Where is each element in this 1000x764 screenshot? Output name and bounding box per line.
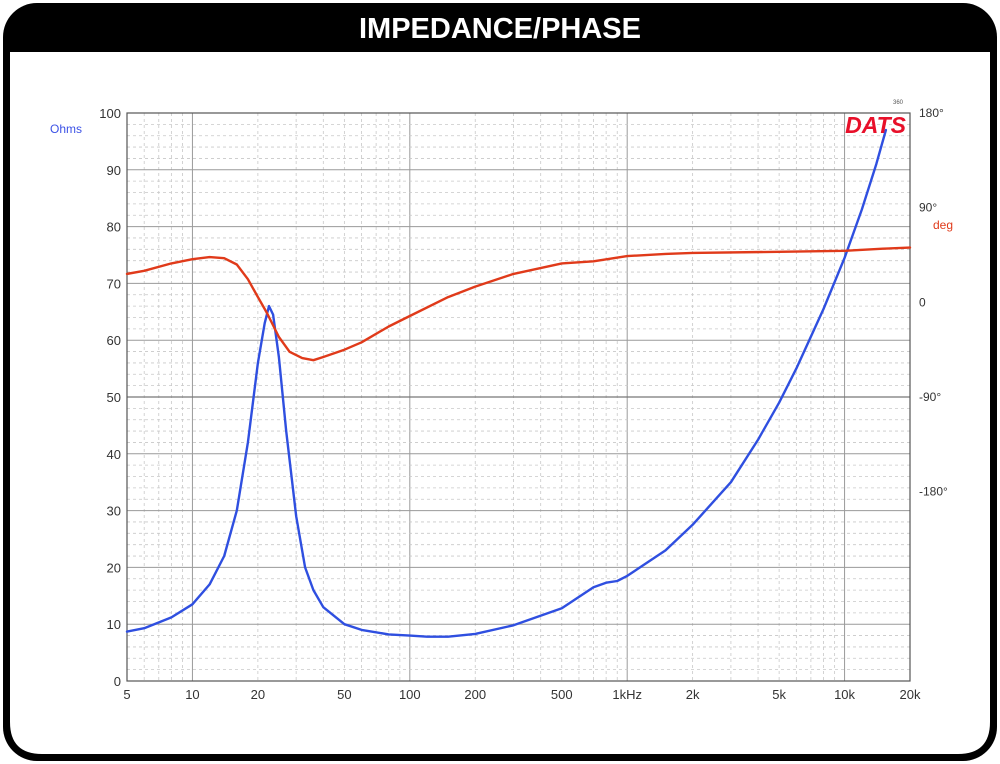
y-right-tick-labels: 180° 90° 0 -90° -180° bbox=[919, 106, 948, 499]
x-tick-label: 1kHz bbox=[612, 687, 642, 702]
plot-border bbox=[126, 112, 911, 682]
y-left-tick-label: 80 bbox=[107, 220, 121, 235]
y-left-tick-label: 90 bbox=[107, 163, 121, 178]
x-tick-labels: 5 10 20 50 100 200 500 1kHz 2k 5k 10k 20k bbox=[123, 687, 921, 702]
y-left-tick-label: 20 bbox=[107, 560, 121, 575]
y-left-tick-labels: 0 10 20 30 40 50 60 70 80 90 100 bbox=[99, 106, 121, 689]
y-left-tick-label: 50 bbox=[107, 390, 121, 405]
y-left-tick-label: 30 bbox=[107, 504, 121, 519]
x-tick-label: 10k bbox=[834, 687, 855, 702]
x-tick-label: 5k bbox=[772, 687, 786, 702]
x-tick-label: 50 bbox=[337, 687, 351, 702]
impedance-line bbox=[125, 128, 888, 638]
y-right-tick-label: 90° bbox=[919, 201, 937, 215]
dats-logo: DATS bbox=[845, 112, 907, 138]
x-tick-label: 2k bbox=[686, 687, 700, 702]
corner-tick-label: 360 bbox=[893, 100, 904, 106]
x-tick-label: 100 bbox=[399, 687, 421, 702]
x-tick-label: 5 bbox=[123, 687, 130, 702]
x-tick-label: 20 bbox=[251, 687, 265, 702]
y-left-tick-label: 0 bbox=[114, 674, 121, 689]
y-right-tick-label: 180° bbox=[919, 106, 944, 120]
x-tick-label: 10 bbox=[185, 687, 199, 702]
y-right-tick-label: -180° bbox=[919, 485, 948, 499]
chart-panel bbox=[10, 52, 990, 754]
grid bbox=[126, 112, 911, 682]
y-left-tick-label: 60 bbox=[107, 333, 121, 348]
x-tick-label: 200 bbox=[464, 687, 486, 702]
y-left-tick-label: 40 bbox=[107, 447, 121, 462]
y-left-axis-label: Ohms bbox=[50, 122, 82, 136]
x-tick-label: 500 bbox=[551, 687, 573, 702]
y-left-tick-label: 70 bbox=[107, 276, 121, 291]
y-left-tick-label: 100 bbox=[99, 106, 121, 121]
phase-line bbox=[125, 246, 912, 362]
y-right-tick-label: -90° bbox=[919, 390, 941, 404]
y-left-tick-label: 10 bbox=[107, 617, 121, 632]
series-lines bbox=[125, 128, 912, 638]
y-right-unit-label: deg bbox=[933, 218, 953, 232]
x-tick-label: 20k bbox=[900, 687, 921, 702]
y-right-tick-label: 0 bbox=[919, 295, 926, 309]
chart-title: IMPEDANCE/PHASE bbox=[359, 13, 641, 45]
